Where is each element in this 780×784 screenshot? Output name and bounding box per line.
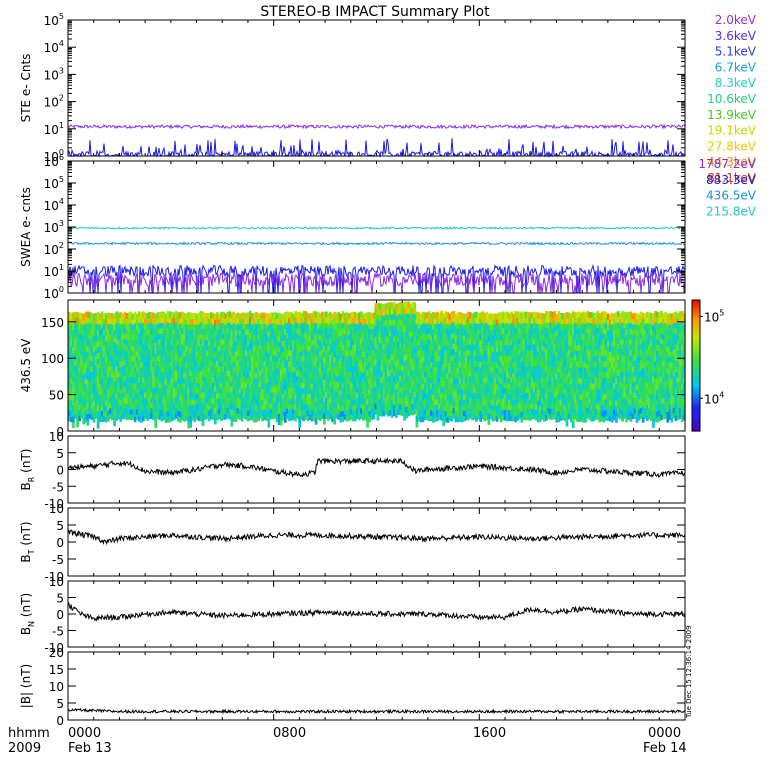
heatmap-cell <box>72 422 75 428</box>
x-tick-label: 1600 <box>473 726 506 741</box>
chart-title: STEREO-B IMPACT Summary Plot <box>260 4 490 20</box>
series-line <box>68 242 685 244</box>
panel-frame <box>68 20 685 156</box>
corner-label-year: 2009 <box>8 741 41 756</box>
y-tick-label: 103 <box>44 66 64 82</box>
x-tick-label: 0000 <box>68 726 101 741</box>
heatmap-cell <box>154 422 157 428</box>
heatmap-cell <box>87 419 90 425</box>
y-axis-label: STE e- Cnts <box>19 54 33 123</box>
x-tick-label: 0800 <box>273 726 306 741</box>
y-tick-label: 105 <box>44 12 64 28</box>
y-axis-label: SWEA e- cnts <box>19 187 33 267</box>
series-line <box>68 227 685 229</box>
heatmap-cell <box>189 421 192 427</box>
heatmap-cell <box>366 421 369 427</box>
generation-stamp: Tue Dec 15 12:36:14 2009 <box>685 625 693 719</box>
heatmap-cell <box>414 302 417 308</box>
heatmap-cell <box>488 419 491 425</box>
heatmap-cell <box>323 418 326 424</box>
series-line <box>68 125 685 128</box>
y-tick-label: 100 <box>44 285 64 301</box>
x-date-label: Feb 14 <box>643 741 687 756</box>
y-tick-label: 105 <box>44 175 64 191</box>
y-tick-label: 102 <box>44 241 64 257</box>
heatmap-cells <box>68 301 686 428</box>
heatmap-cell <box>202 420 205 426</box>
corner-label-hhmm: hhmm <box>8 726 50 741</box>
y-tick-label: 102 <box>44 94 64 110</box>
y-tick-label: 101 <box>44 121 64 137</box>
heatmap-cell <box>298 422 301 428</box>
x-date-label: Feb 13 <box>68 741 112 756</box>
heatmap-cell <box>268 421 271 427</box>
x-tick-label: 0000 <box>648 726 681 741</box>
y-tick-label: 101 <box>44 263 64 279</box>
heatmap-cell <box>76 421 79 427</box>
heatmap-cell <box>416 421 419 427</box>
y-tick-label: 106 <box>44 153 64 169</box>
y-tick-label: 104 <box>44 197 64 213</box>
y-tick-label: 103 <box>44 219 64 235</box>
y-tick-label: 104 <box>44 39 64 55</box>
heatmap-cell <box>97 422 100 428</box>
heatmap-cell <box>333 418 336 424</box>
